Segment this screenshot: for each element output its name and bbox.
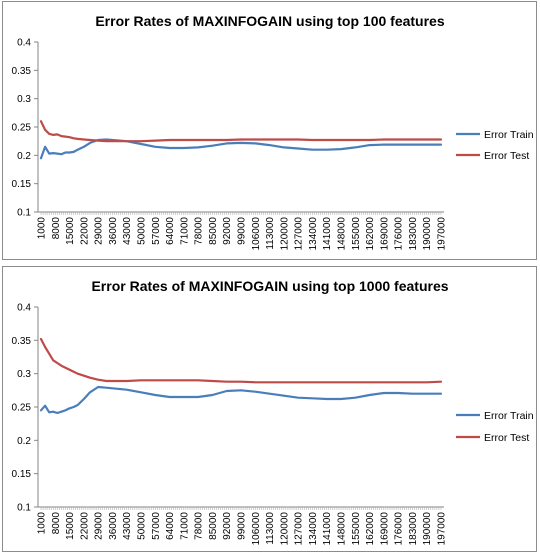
x-tick-label: 162000 — [365, 217, 376, 251]
x-tick-label: 127000 — [294, 512, 305, 546]
chart-panel-100-features: Error Rates of MAXINFOGAIN using top 100… — [2, 1, 537, 260]
x-tick-label: 71000 — [179, 512, 190, 540]
y-tick-label: 0.4 — [17, 303, 31, 314]
chart-svg-100-features: Error Rates of MAXINFOGAIN using top 100… — [12, 13, 534, 251]
x-tick-label: 176000 — [394, 512, 405, 546]
chart-panel-1000-features: Error Rates of MAXINFOGAIN using top 100… — [2, 266, 537, 552]
legend-label-error-test: Error Test — [484, 150, 529, 162]
x-tick-label: 15000 — [65, 512, 76, 540]
y-tick-label: 0.2 — [17, 436, 31, 447]
x-tick-label: 8000 — [51, 512, 62, 535]
x-tick-label: 99000 — [237, 217, 248, 245]
x-tick-label: 78000 — [194, 512, 205, 540]
series-line-error-train — [39, 138, 443, 160]
x-tick-label: 197000 — [437, 217, 448, 251]
x-tick-label: 197000 — [437, 512, 448, 546]
x-tick-label: 113000 — [265, 217, 276, 250]
x-tick-label: 57000 — [151, 512, 162, 540]
y-tick-label: 0.15 — [12, 469, 32, 480]
chart-svg-1000-features: Error Rates of MAXINFOGAIN using top 100… — [12, 278, 534, 546]
x-tick-label: 155000 — [351, 512, 362, 546]
x-tick-label: 134000 — [308, 217, 319, 251]
x-tick-label: 1000 — [37, 512, 48, 535]
legend-label-error-test: Error Test — [484, 432, 529, 444]
chart-title: Error Rates of MAXINFOGAIN using top 100… — [91, 278, 448, 294]
x-tick-label: 99000 — [237, 512, 248, 540]
y-tick-label: 0.25 — [12, 123, 32, 134]
y-tick-label: 0.4 — [17, 38, 31, 49]
x-tick-label: 71000 — [179, 217, 190, 245]
series-line-error-test — [39, 337, 443, 384]
x-tick-label: 29000 — [94, 512, 105, 540]
series-line-error-train — [39, 385, 443, 415]
legend-label-error-train: Error Train — [484, 410, 534, 422]
x-tick-label: 120000 — [279, 512, 290, 546]
x-tick-label: 15000 — [65, 217, 76, 245]
x-tick-label: 43000 — [122, 512, 133, 540]
x-tick-label: 1000 — [37, 217, 48, 240]
x-tick-label: 85000 — [208, 512, 219, 540]
x-tick-label: 141000 — [322, 512, 333, 546]
x-tick-label: 50000 — [137, 217, 148, 245]
x-tick-label: 169000 — [379, 217, 390, 251]
x-tick-label: 190000 — [422, 217, 433, 251]
x-tick-label: 36000 — [108, 512, 119, 540]
x-tick-label: 50000 — [137, 512, 148, 540]
x-tick-label: 43000 — [122, 217, 133, 245]
x-tick-label: 29000 — [94, 217, 105, 245]
y-tick-label: 0.1 — [17, 503, 31, 514]
x-tick-label: 92000 — [222, 217, 233, 245]
x-tick-label: 141000 — [322, 217, 333, 251]
x-tick-label: 162000 — [365, 512, 376, 546]
y-tick-label: 0.35 — [12, 336, 32, 347]
chart-title: Error Rates of MAXINFOGAIN using top 100… — [95, 13, 444, 29]
x-tick-label: 22000 — [79, 217, 90, 245]
y-tick-label: 0.1 — [17, 208, 31, 219]
x-tick-label: 190000 — [422, 512, 433, 546]
y-tick-label: 0.3 — [17, 369, 31, 380]
series-line-error-test — [39, 120, 443, 143]
y-tick-label: 0.25 — [12, 403, 32, 414]
x-tick-label: 176000 — [394, 217, 405, 251]
x-tick-label: 106000 — [251, 512, 262, 546]
x-tick-label: 106000 — [251, 217, 262, 251]
x-tick-label: 57000 — [151, 217, 162, 245]
x-tick-label: 148000 — [337, 217, 348, 251]
x-tick-label: 183000 — [408, 512, 419, 546]
x-tick-label: 113000 — [265, 512, 276, 545]
x-tick-label: 22000 — [79, 512, 90, 540]
x-tick-label: 120000 — [279, 217, 290, 251]
x-tick-label: 92000 — [222, 512, 233, 540]
x-tick-label: 155000 — [351, 217, 362, 251]
y-tick-label: 0.3 — [17, 94, 31, 105]
x-tick-label: 78000 — [194, 217, 205, 245]
x-tick-label: 134000 — [308, 512, 319, 546]
x-tick-label: 8000 — [51, 217, 62, 240]
x-tick-label: 148000 — [337, 512, 348, 546]
y-tick-label: 0.35 — [12, 66, 32, 77]
x-tick-label: 36000 — [108, 217, 119, 245]
x-tick-label: 64000 — [165, 217, 176, 245]
x-tick-label: 64000 — [165, 512, 176, 540]
x-tick-label: 183000 — [408, 217, 419, 251]
y-tick-label: 0.15 — [12, 179, 32, 190]
x-tick-label: 127000 — [294, 217, 305, 251]
x-tick-label: 169000 — [379, 512, 390, 546]
x-tick-label: 85000 — [208, 217, 219, 245]
y-tick-label: 0.2 — [17, 151, 31, 162]
legend-label-error-train: Error Train — [484, 129, 534, 141]
